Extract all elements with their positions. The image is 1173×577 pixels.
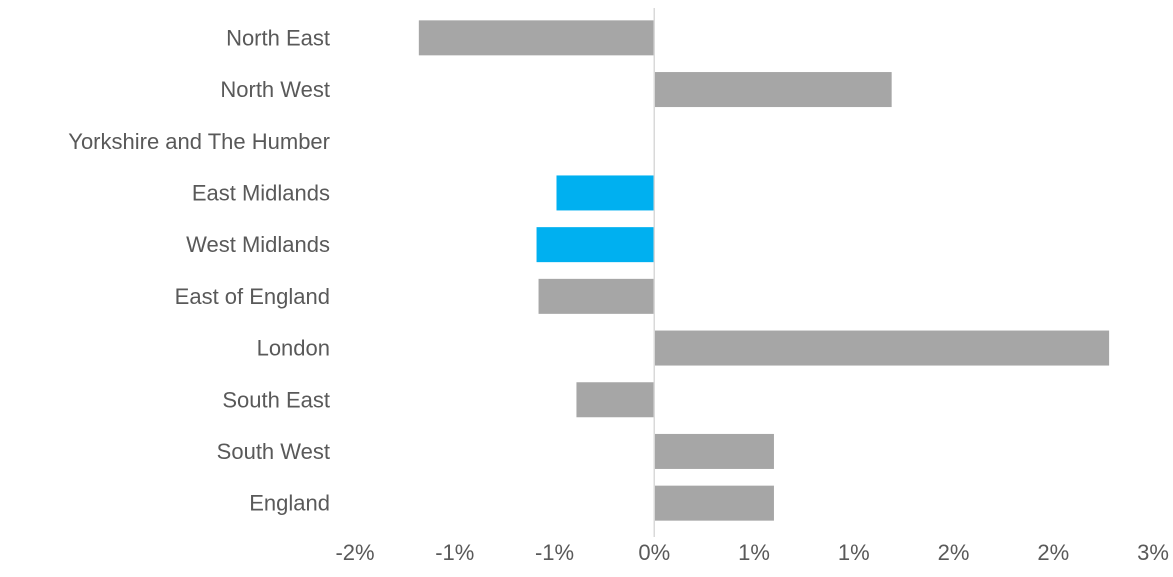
category-label: North East bbox=[226, 25, 330, 50]
bar-london bbox=[654, 330, 1110, 366]
x-tick-label: 2% bbox=[938, 540, 970, 565]
x-tick-label: 0% bbox=[638, 540, 670, 565]
category-labels-group: North East North West Yorkshire and The Hu… bbox=[68, 25, 330, 515]
x-tick-label: 3% bbox=[1137, 540, 1169, 565]
category-label: Yorkshire and The Humber bbox=[68, 129, 330, 154]
x-tick-labels-group: -2% -1% -1% 0% 1% 1% 2% 2% 3% bbox=[335, 540, 1168, 565]
category-label: East Midlands bbox=[192, 180, 330, 205]
bars-group bbox=[418, 20, 1110, 521]
category-label: England bbox=[249, 491, 330, 516]
category-label: East of England bbox=[175, 284, 330, 309]
category-label: West Midlands bbox=[186, 232, 330, 257]
category-label: South East bbox=[222, 387, 330, 412]
bar-england bbox=[654, 485, 774, 521]
bar-south-west bbox=[654, 433, 774, 469]
x-tick-label: -1% bbox=[535, 540, 574, 565]
x-tick-label: 1% bbox=[738, 540, 770, 565]
x-tick-label: -2% bbox=[335, 540, 374, 565]
bar-west-midlands bbox=[536, 227, 655, 263]
bar-east-of-england bbox=[538, 278, 655, 314]
category-label: North West bbox=[220, 77, 330, 102]
x-tick-label: 1% bbox=[838, 540, 870, 565]
bar-east-midlands bbox=[556, 175, 655, 211]
bar-south-east bbox=[576, 382, 655, 418]
x-tick-label: -1% bbox=[435, 540, 474, 565]
bar-north-east bbox=[418, 20, 655, 56]
bar-north-west bbox=[654, 72, 892, 108]
category-label: South West bbox=[217, 439, 330, 464]
category-label: London bbox=[257, 336, 330, 361]
x-tick-label: 2% bbox=[1037, 540, 1069, 565]
